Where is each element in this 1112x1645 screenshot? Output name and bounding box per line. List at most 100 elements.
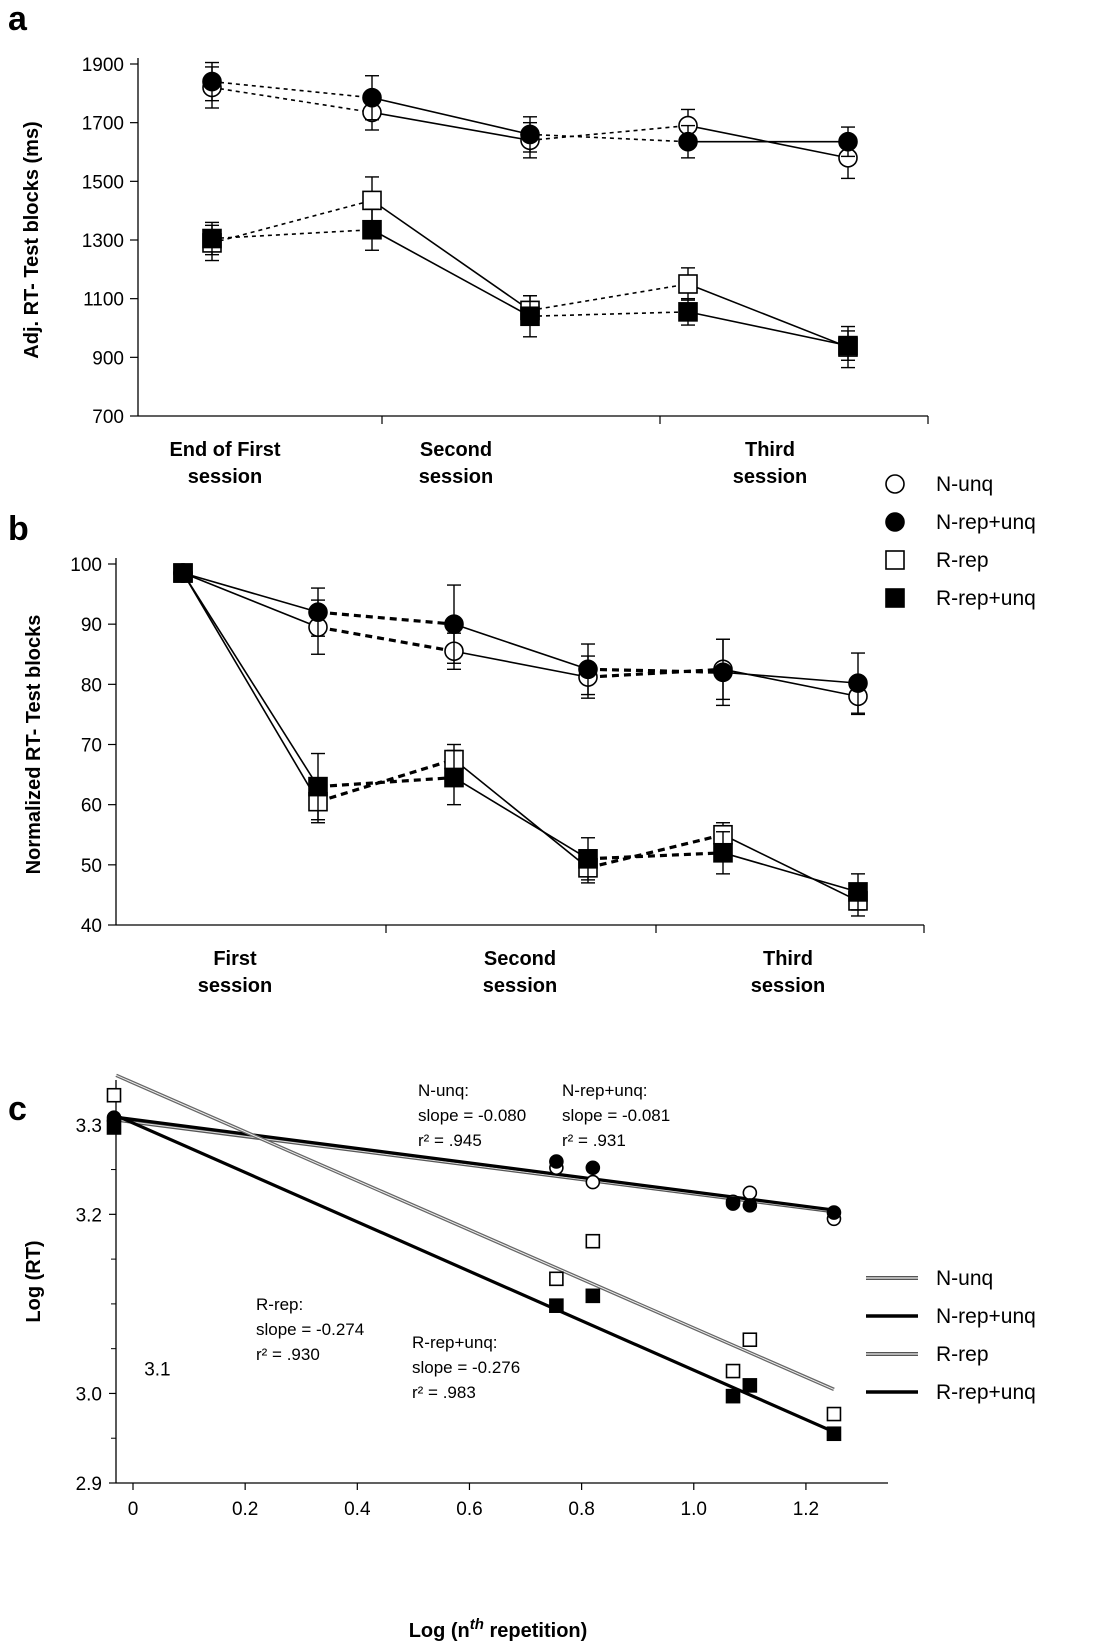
data-point — [678, 274, 698, 294]
fit-annotation: r² = .930 — [256, 1345, 320, 1364]
y-tick-label: 1700 — [82, 114, 124, 135]
series-line — [722, 671, 859, 684]
series-line — [211, 80, 373, 99]
data-point — [549, 1154, 564, 1169]
data-point — [725, 1363, 741, 1379]
legend-label: N-rep+unq — [936, 511, 1036, 534]
series-line — [587, 667, 724, 674]
session-label: Second — [420, 439, 492, 461]
data-point — [444, 767, 464, 788]
series-line — [453, 758, 589, 869]
data-point — [106, 1120, 122, 1135]
legend-label: R-rep — [936, 1343, 989, 1366]
series-line — [182, 572, 319, 628]
session-label: First — [213, 948, 257, 970]
y-tick-label: 70 — [81, 736, 102, 757]
series-line — [529, 283, 689, 312]
legend-label: R-rep+unq — [936, 587, 1036, 610]
series-line — [211, 199, 373, 244]
data-point — [578, 849, 598, 869]
fit-annotation: slope = -0.080 — [418, 1106, 526, 1125]
session-label: Second — [484, 948, 556, 970]
series-line — [371, 199, 531, 312]
data-point — [742, 1185, 758, 1201]
data-point — [742, 1378, 758, 1393]
y-tick-label: 1300 — [82, 231, 124, 252]
x-axis-label: Log (nth repetition) — [409, 1616, 588, 1642]
session-label: session — [483, 975, 557, 997]
session-label: session — [188, 466, 262, 488]
data-point — [520, 306, 540, 327]
x-tick-label: 0.8 — [568, 1499, 594, 1520]
data-point — [585, 1233, 601, 1249]
y-tick-label: 50 — [81, 856, 102, 877]
panel-b-letter: b — [8, 510, 29, 548]
data-point — [173, 563, 193, 583]
data-point — [585, 1174, 601, 1190]
panel-b-chart: 40 50 60 70 80 90 100 Normalized RT- Test block… — [23, 555, 925, 997]
x-tick-label: 1.0 — [681, 1499, 707, 1520]
session-label: session — [733, 466, 807, 488]
y-tick-label: 1500 — [82, 172, 124, 193]
series-line — [453, 650, 589, 678]
data-point — [826, 1426, 842, 1442]
series-line — [182, 572, 319, 803]
y-axis-label: Adj. RT- Test blocks (ms) — [21, 121, 43, 358]
fit-annotation: R-rep: — [256, 1295, 303, 1314]
fit-line-inner — [116, 1119, 835, 1213]
fit-line — [115, 1115, 835, 1212]
data-point — [362, 219, 382, 240]
fit-line-inner — [115, 1074, 835, 1390]
series-line — [529, 124, 689, 142]
series-line — [317, 775, 455, 789]
y-tick-label: 90 — [81, 615, 102, 636]
data-point — [725, 1196, 741, 1211]
series-line — [211, 86, 373, 114]
series-line — [211, 228, 373, 240]
y-tick-label: 3.2 — [76, 1205, 102, 1226]
series-line — [371, 111, 531, 142]
data-point — [826, 1406, 842, 1422]
y-tick-label: 1900 — [82, 55, 124, 76]
data-point — [713, 662, 733, 683]
data-point — [826, 1205, 842, 1220]
y-tick-label: 3.3 — [76, 1116, 102, 1137]
series-line — [529, 133, 689, 143]
data-point — [585, 1160, 601, 1176]
data-point — [444, 614, 464, 634]
data-point — [520, 124, 540, 145]
series-line — [371, 96, 531, 136]
x-tick-label: 0.4 — [344, 1499, 371, 1520]
legend-markers: N-unq N-rep+unq R-rep R-rep+unq — [885, 473, 1036, 610]
session-label: session — [751, 975, 825, 997]
series-line — [529, 311, 689, 318]
fit-annotation: slope = -0.276 — [412, 1358, 520, 1377]
fit-annotation: slope = -0.274 — [256, 1320, 364, 1339]
legend-label: R-rep — [936, 549, 989, 572]
x-tick-label: 1.2 — [793, 1499, 819, 1520]
fit-annotation: r² = .983 — [412, 1383, 476, 1402]
data-point — [678, 302, 698, 322]
y-tick-label: 2.9 — [76, 1474, 102, 1495]
series-line — [182, 572, 319, 613]
panel-a-chart: 700 900 1100 1300 1500 1700 1900 Adj. RT- Test … — [21, 55, 929, 488]
y-tick-label: 1100 — [83, 290, 124, 311]
y-tick-label: 900 — [92, 348, 124, 369]
y-tick-label: 3.0 — [76, 1384, 102, 1405]
stray-tick-label: 3.1 — [144, 1360, 170, 1381]
data-point — [549, 1271, 564, 1287]
y-tick-label: 60 — [81, 796, 102, 817]
y-tick-label: 100 — [70, 555, 102, 576]
fit-annotation: R-rep+unq: — [412, 1333, 498, 1352]
fit-line — [115, 1114, 835, 1434]
data-point — [308, 776, 328, 797]
series-line — [371, 229, 531, 317]
legend-lines: N-unq N-rep+unq R-rep R-rep+unq — [866, 1267, 1036, 1404]
series-line — [453, 623, 589, 671]
series-line — [317, 625, 455, 653]
fit-annotation: slope = -0.081 — [562, 1106, 670, 1125]
y-tick-label: 40 — [81, 916, 102, 937]
data-point — [713, 842, 733, 863]
x-tick-label: 0 — [128, 1499, 139, 1520]
data-point — [202, 71, 222, 92]
